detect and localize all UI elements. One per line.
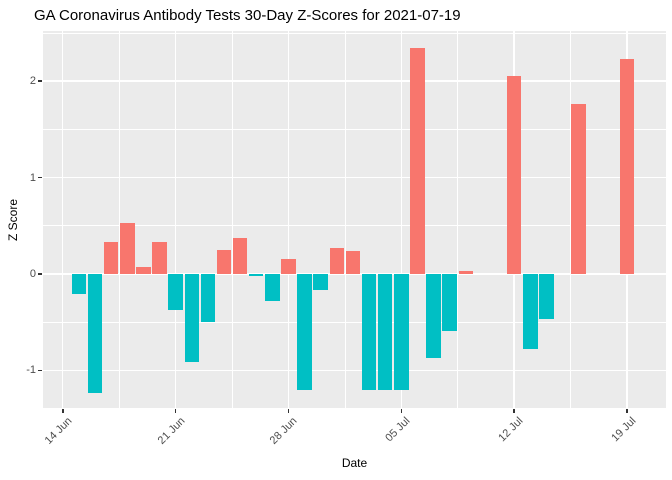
gridline-major-y-1	[43, 176, 666, 179]
bar-2021-06-23	[200, 273, 216, 323]
y-tick-2	[38, 80, 42, 82]
bar-2021-06-15	[71, 273, 87, 295]
gridline-minor-y--0-5	[43, 321, 666, 323]
bar-2021-06-18	[120, 222, 135, 274]
bar-2021-06-29	[297, 273, 312, 390]
bar-2021-07-05	[394, 273, 409, 390]
bar-2021-07-13	[523, 273, 538, 350]
x-axis-title: Date	[341, 456, 368, 470]
bar-2021-06-26	[248, 273, 264, 276]
bar-2021-07-12	[506, 76, 522, 274]
y-tick--1	[38, 369, 42, 372]
gridline-minor-x-0	[118, 31, 120, 408]
bar-2021-07-19	[619, 58, 635, 274]
x-tick-19-jul	[626, 408, 628, 413]
gridline-minor-x-1	[231, 31, 233, 408]
bar-2021-07-06	[410, 48, 425, 274]
gridline-major-y-2	[43, 80, 666, 82]
gridline-major-x-14-jun	[62, 31, 64, 408]
bar-2021-06-30	[313, 273, 328, 291]
chart-title: GA Coronavirus Antibody Tests 30-Day Z-S…	[34, 7, 461, 24]
y-tick-label--1: -1	[26, 364, 36, 377]
gridline-major-y--1	[43, 369, 666, 372]
y-tick-label-2: 2	[29, 75, 36, 88]
x-tick-05-jul	[400, 408, 403, 413]
bar-2021-07-07	[426, 273, 441, 358]
bar-2021-07-14	[539, 273, 554, 320]
bar-2021-06-19	[136, 267, 151, 274]
bar-2021-07-08	[442, 273, 457, 331]
gridline-minor-x-2	[344, 31, 346, 408]
bar-2021-07-04	[377, 273, 393, 390]
bar-2021-06-17	[103, 242, 119, 274]
bar-2021-06-20	[152, 242, 167, 274]
plot-panel	[43, 31, 666, 408]
gridline-minor-y-1-5	[43, 128, 666, 130]
gridline-minor-x-4	[570, 31, 571, 408]
bar-2021-06-24	[216, 249, 232, 274]
x-tick-21-jun	[174, 408, 177, 413]
y-tick-label-0: 0	[29, 267, 36, 280]
bar-2021-07-09	[458, 271, 474, 274]
bar-2021-06-25	[232, 238, 248, 274]
gridline-major-x-28-jun	[287, 31, 290, 408]
gridline-major-x-21-jun	[174, 31, 177, 408]
x-tick-28-jun	[287, 408, 290, 413]
y-axis-title: Z Score	[6, 199, 20, 242]
bar-2021-07-01	[329, 247, 345, 274]
x-tick-14-jun	[62, 408, 64, 413]
gridline-minor-y-0-5	[43, 225, 666, 227]
bar-2021-07-16	[571, 104, 586, 274]
y-tick-0	[38, 273, 42, 275]
bar-2021-06-22	[184, 273, 199, 362]
bar-2021-06-28	[281, 258, 296, 274]
x-tick-12-jul	[513, 408, 515, 413]
gridline-major-x-05-jul	[400, 31, 402, 408]
gridline-minor-y-2-5	[43, 32, 666, 34]
bar-2021-06-16	[87, 273, 103, 393]
y-tick-label-1: 1	[29, 171, 36, 184]
bar-2021-07-03	[361, 273, 377, 390]
y-tick-1	[38, 176, 42, 179]
gridline-minor-x-3	[457, 31, 459, 408]
bar-2021-06-21	[168, 273, 183, 310]
bar-2021-06-27	[265, 273, 280, 301]
bar-2021-07-02	[345, 250, 361, 274]
